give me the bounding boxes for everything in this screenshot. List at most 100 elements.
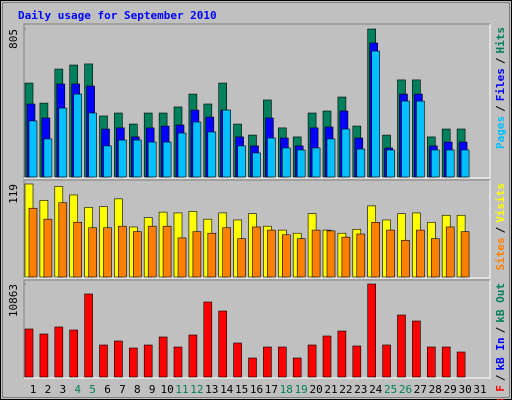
panel-edge (23, 23, 490, 178)
bar (88, 112, 97, 178)
bar (296, 238, 306, 278)
x-tick-label: 24 (369, 383, 383, 396)
x-tick-label: 31 (473, 383, 486, 396)
bar (401, 100, 410, 178)
x-tick-label: 27 (414, 383, 427, 396)
bar (237, 238, 246, 278)
legend-separator: / (494, 374, 507, 381)
legend-entry: Files (494, 68, 507, 101)
bar (114, 340, 123, 378)
bar (281, 147, 291, 178)
bar (352, 345, 362, 378)
bar (281, 234, 291, 278)
bar (460, 231, 470, 278)
bar (188, 334, 198, 378)
x-tick-label: 3 (59, 383, 66, 396)
bar (192, 231, 202, 278)
bar (88, 227, 97, 278)
bar (43, 138, 53, 178)
x-tick-label: 25 (384, 383, 397, 396)
bar (367, 283, 377, 378)
x-tick-label: 21 (324, 383, 337, 396)
bar (222, 109, 231, 178)
legend-separator: / (494, 226, 507, 233)
bar (341, 236, 351, 278)
bar (326, 230, 336, 278)
bar (263, 346, 272, 378)
x-tick-label: 30 (458, 383, 471, 396)
bar (118, 225, 127, 278)
x-tick-label: 19 (295, 383, 308, 396)
panel-edge (24, 24, 491, 179)
x-tick-label: 28 (429, 383, 442, 396)
bar (382, 344, 391, 378)
bar (371, 221, 381, 278)
legend-entry: kB Out (494, 283, 507, 323)
x-tick-label: 8 (134, 383, 141, 396)
bar (207, 232, 217, 278)
bar (248, 357, 257, 378)
legend: kB F / kB In / kB Out (494, 283, 507, 400)
bar (430, 149, 440, 178)
x-tick-label: 5 (89, 383, 96, 396)
bar (460, 149, 470, 178)
x-tick-label: 13 (205, 383, 218, 396)
x-tick-label: 7 (119, 383, 126, 396)
x-tick-label: 16 (250, 383, 263, 396)
bar (218, 310, 227, 378)
bar (54, 326, 64, 378)
bar (386, 149, 395, 178)
x-tick-label: 14 (220, 383, 234, 396)
bar (69, 329, 78, 378)
x-tick-label: 23 (354, 383, 367, 396)
bar (371, 50, 381, 178)
bar (58, 202, 68, 278)
x-tick-label: 11 (175, 383, 188, 396)
x-tick-label: 9 (149, 383, 156, 396)
bar (416, 229, 425, 278)
bar (267, 229, 276, 278)
bar (118, 139, 127, 178)
x-tick-label: 22 (339, 383, 352, 396)
bar (73, 221, 82, 278)
bar (39, 333, 49, 378)
bar (28, 207, 38, 278)
bar (43, 218, 53, 278)
bar (252, 152, 261, 178)
x-tick-label: 12 (190, 383, 203, 396)
bar (311, 229, 321, 278)
legend-separator: / (494, 326, 507, 333)
bar (147, 225, 157, 278)
legend: Sites / Visits (494, 183, 507, 271)
bar (307, 344, 317, 378)
bar (177, 132, 187, 178)
y-tick-label: 10863 (7, 284, 20, 317)
bar (207, 131, 217, 178)
bar (356, 233, 366, 278)
bar (192, 121, 202, 178)
y-tick-label: 119 (7, 184, 20, 204)
bar (401, 239, 410, 278)
bar (143, 344, 153, 378)
x-tick-label: 18 (280, 383, 293, 396)
legend-entry: kB In (494, 337, 507, 370)
bar (356, 148, 366, 178)
bar (103, 145, 112, 178)
chart-title: Daily usage for September 2010 (18, 9, 217, 22)
bar (416, 100, 425, 178)
bar (441, 346, 451, 378)
bar (277, 346, 287, 378)
bar (397, 314, 406, 378)
bar (386, 229, 395, 278)
panel-edge (23, 179, 490, 278)
bar (456, 351, 466, 378)
bar (233, 342, 242, 378)
bar (222, 227, 231, 278)
bar (147, 141, 157, 178)
bar (337, 330, 347, 378)
x-tick-label: 2 (45, 383, 52, 396)
bar (133, 139, 142, 178)
bar (203, 301, 213, 378)
bar (267, 137, 276, 178)
